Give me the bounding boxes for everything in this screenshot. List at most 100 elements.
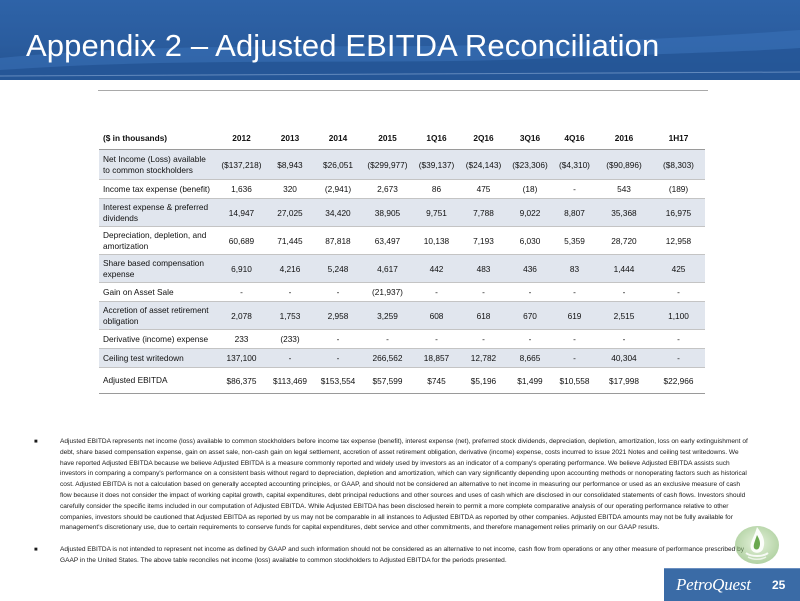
table-cell: (21,937) <box>362 282 413 302</box>
table-cell: 442 <box>413 254 460 283</box>
table-row: Gain on Asset Sale - - - (21,937) - - - - - - <box>99 282 705 302</box>
table-cell: $86,375 <box>217 367 266 394</box>
table-cell: ($299,977) <box>362 149 413 180</box>
table-cell: 619 <box>553 301 596 330</box>
table-cell: - <box>217 282 266 302</box>
table-cell: $17,998 <box>596 367 652 394</box>
table-cell: $22,966 <box>652 367 705 394</box>
table-cell: - <box>553 329 596 349</box>
bullet-icon: ■ <box>34 547 38 554</box>
footnote: ■ Adjusted EBITDA is not intended to rep… <box>34 545 749 567</box>
table-cell: ($137,218) <box>217 149 266 180</box>
row-label: Accretion of asset retirement obligation <box>99 301 217 330</box>
column-header: 3Q16 <box>507 127 553 150</box>
table-row: Interest expense & preferred dividends 14… <box>99 198 705 227</box>
table-cell: - <box>507 329 553 349</box>
footnote: ■ Adjusted EBITDA represents net income … <box>34 437 749 534</box>
table-cell: 18,857 <box>413 348 460 368</box>
table-cell: - <box>413 282 460 302</box>
table-cell: - <box>596 282 652 302</box>
table-cell: 27,025 <box>266 198 314 227</box>
table-cell: ($23,306) <box>507 149 553 180</box>
slide-header: Appendix 2 – Adjusted EBITDA Reconciliat… <box>0 0 800 80</box>
table-cell: 266,562 <box>362 348 413 368</box>
table-cell: - <box>266 348 314 368</box>
table-cell: 40,304 <box>596 348 652 368</box>
table-cell: - <box>460 329 507 349</box>
column-header: ($ in thousands) <box>99 127 217 150</box>
table-cell: 425 <box>652 254 705 283</box>
table-cell: - <box>362 329 413 349</box>
table-cell: $57,599 <box>362 367 413 394</box>
row-label: Gain on Asset Sale <box>99 282 217 302</box>
table-cell: 8,807 <box>553 198 596 227</box>
table-cell: 35,368 <box>596 198 652 227</box>
table-cell: 7,193 <box>460 226 507 255</box>
table-cell: - <box>413 329 460 349</box>
ebitda-table-container: ($ in thousands) 2012 2013 2014 2015 1Q1… <box>99 127 705 394</box>
table-cell: 1,444 <box>596 254 652 283</box>
table-row: Derivative (income) expense 233 (233) - - - - -… <box>99 329 705 349</box>
header-wave-decoration <box>0 30 800 80</box>
table-cell: 16,975 <box>652 198 705 227</box>
table-cell: 60,689 <box>217 226 266 255</box>
table-cell: 5,248 <box>314 254 362 283</box>
table-cell: 10,138 <box>413 226 460 255</box>
table-cell: 6,030 <box>507 226 553 255</box>
column-header: 2014 <box>314 127 362 150</box>
table-cell: 618 <box>460 301 507 330</box>
table-cell: 14,947 <box>217 198 266 227</box>
table-cell: 12,782 <box>460 348 507 368</box>
table-cell: 475 <box>460 179 507 199</box>
table-cell: ($90,896) <box>596 149 652 180</box>
row-label: Adjusted EBITDA <box>99 367 217 394</box>
table-cell: 233 <box>217 329 266 349</box>
table-row: Accretion of asset retirement obligation… <box>99 301 705 330</box>
table-row: Depreciation, depletion, and amortizatio… <box>99 226 705 255</box>
column-header: 4Q16 <box>553 127 596 150</box>
table-cell: - <box>652 329 705 349</box>
table-cell: ($4,310) <box>553 149 596 180</box>
table-cell: ($8,303) <box>652 149 705 180</box>
table-cell: 34,420 <box>314 198 362 227</box>
table-cell: 63,497 <box>362 226 413 255</box>
table-cell: ($39,137) <box>413 149 460 180</box>
table-cell: $153,554 <box>314 367 362 394</box>
bullet-icon: ■ <box>34 439 38 445</box>
table-cell: (18) <box>507 179 553 199</box>
table-cell: 2,673 <box>362 179 413 199</box>
table-cell: 83 <box>553 254 596 283</box>
table-cell: 12,958 <box>652 226 705 255</box>
row-label: Interest expense & preferred dividends <box>99 198 217 227</box>
table-cell: $26,051 <box>314 149 362 180</box>
row-label: Net Income (Loss) available to common st… <box>99 149 217 180</box>
row-label: Depreciation, depletion, and amortizatio… <box>99 226 217 255</box>
table-cell: 71,445 <box>266 226 314 255</box>
table-cell: 6,910 <box>217 254 266 283</box>
table-cell: 483 <box>460 254 507 283</box>
table-cell: 436 <box>507 254 553 283</box>
table-cell: 670 <box>507 301 553 330</box>
table-cell: $5,196 <box>460 367 507 394</box>
table-header-row: ($ in thousands) 2012 2013 2014 2015 1Q1… <box>99 127 705 150</box>
table-top-rule <box>98 90 708 91</box>
table-row: Ceiling test writedown 137,100- -266,562 18… <box>99 348 705 368</box>
table-cell: 137,100 <box>217 348 266 368</box>
table-body: Net Income (Loss) available to common st… <box>99 149 705 394</box>
footer-logo-bar <box>664 568 800 601</box>
row-label: Income tax expense (benefit) <box>99 179 217 199</box>
slide-title: Appendix 2 – Adjusted EBITDA Reconciliat… <box>26 28 660 63</box>
table-cell: 28,720 <box>596 226 652 255</box>
table-cell: 3,259 <box>362 301 413 330</box>
ebitda-reconciliation-table: ($ in thousands) 2012 2013 2014 2015 1Q1… <box>99 127 705 394</box>
table-cell: $10,558 <box>553 367 596 394</box>
table-row: Adjusted EBITDA $86,375 $113,469 $153,554 $5… <box>99 367 705 394</box>
table-cell: ($24,143) <box>460 149 507 180</box>
table-cell: $113,469 <box>266 367 314 394</box>
table-cell: 1,636 <box>217 179 266 199</box>
row-label: Share based compensation expense <box>99 254 217 283</box>
table-cell: $745 <box>413 367 460 394</box>
table-cell: 4,216 <box>266 254 314 283</box>
company-logo-text: PetroQuest <box>676 575 751 594</box>
footnote-text: Adjusted EBITDA represents net income (l… <box>60 438 748 532</box>
